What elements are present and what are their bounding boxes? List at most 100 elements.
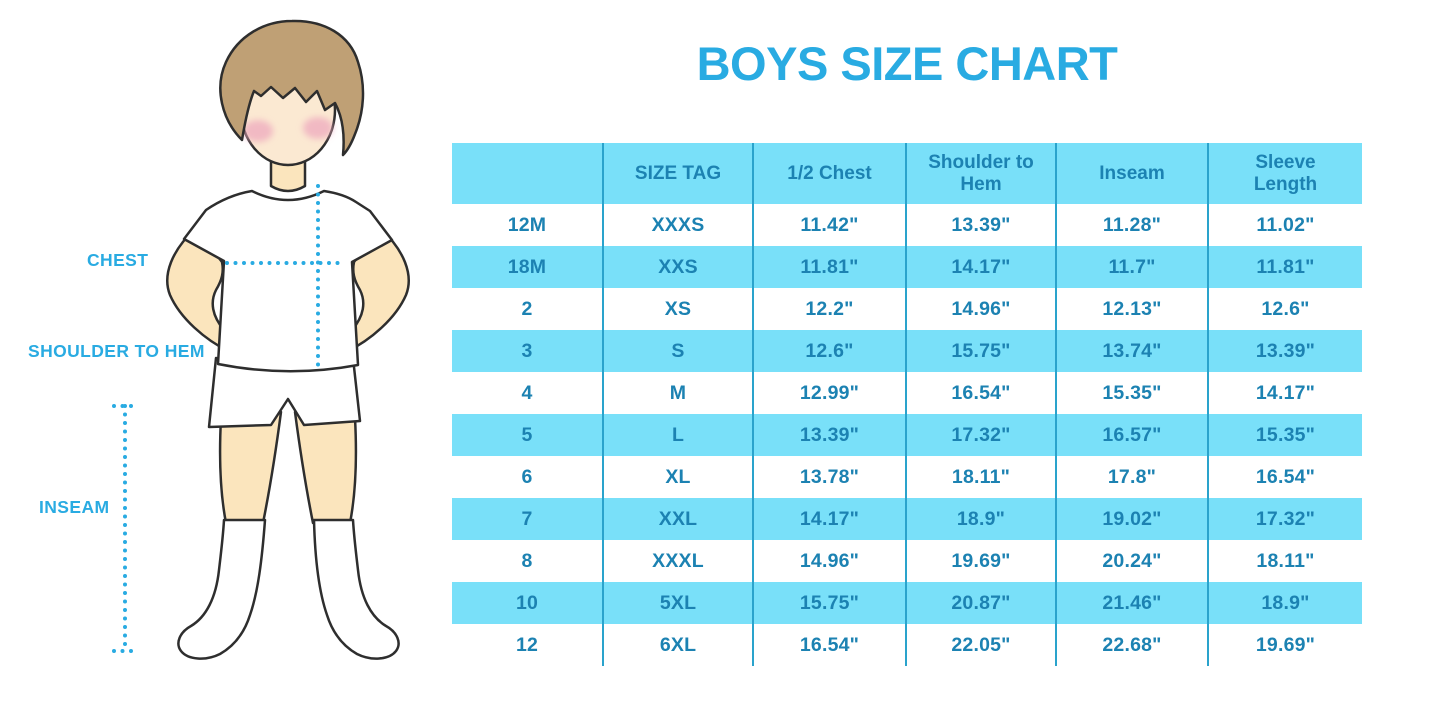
measurement-cell: 12.2" xyxy=(752,288,906,330)
measurement-cell: 13.74" xyxy=(1055,330,1208,372)
measurement-cell: 14.96" xyxy=(905,288,1056,330)
measurement-cell: 18.11" xyxy=(1207,540,1362,582)
measurement-cell: 14.17" xyxy=(1207,372,1362,414)
measurement-cell: 11.42" xyxy=(752,204,906,246)
table-row: 2 XS 12.2" 14.96" 12.13" 12.6" xyxy=(452,288,1362,330)
boy-right-cheek xyxy=(303,117,333,139)
measurement-cell: XL xyxy=(602,456,753,498)
boy-left-leg xyxy=(218,410,283,525)
measurement-cell: 11.7" xyxy=(1055,246,1208,288)
size-cell: 12 xyxy=(515,633,539,656)
table-row: 3 S 12.6" 15.75" 13.74" 13.39" xyxy=(452,330,1362,372)
measurement-cell: 18.11" xyxy=(905,456,1056,498)
column-header: 1/2 Chest xyxy=(752,143,906,204)
measurement-cell: 22.68" xyxy=(1055,624,1208,666)
measurement-cell: 13.39" xyxy=(1207,330,1362,372)
measurement-cell: 6XL xyxy=(602,624,753,666)
measurement-cell: 15.75" xyxy=(752,582,906,624)
column-header: SIZE TAG xyxy=(602,143,753,204)
measurement-cell: XXXL xyxy=(602,540,753,582)
measurement-cell: L xyxy=(602,414,753,456)
measurement-cell: XXXS xyxy=(602,204,753,246)
measurement-cell: 19.02" xyxy=(1055,498,1208,540)
measurement-cell: 12.6" xyxy=(1207,288,1362,330)
measurement-cell: 12.6" xyxy=(752,330,906,372)
measurement-cell: 17.8" xyxy=(1055,456,1208,498)
table-row: 7 XXL 14.17" 18.9" 19.02" 17.32" xyxy=(452,498,1362,540)
measurement-cell: 14.17" xyxy=(905,246,1056,288)
measurement-cell: 15.35" xyxy=(1207,414,1362,456)
boy-illustration xyxy=(112,19,410,660)
size-cell: 7 xyxy=(452,498,603,540)
size-cell: 3 xyxy=(452,330,603,372)
measurement-cell: 15.75" xyxy=(905,330,1056,372)
measurement-cell: 11.28" xyxy=(1055,204,1208,246)
table-row: 6 XL 13.78" 18.11" 17.8" 16.54" xyxy=(452,456,1362,498)
boy-right-leg xyxy=(293,410,358,525)
table-row: 4 M 12.99" 16.54" 15.35" 14.17" xyxy=(452,372,1362,414)
table-row: 10 5XL 15.75" 20.87" 21.46" 18.9" xyxy=(452,582,1362,624)
measurement-cell: 11.81" xyxy=(752,246,906,288)
measurement-cell: 11.81" xyxy=(1207,246,1362,288)
table-row: 18M XXS 11.81" 14.17" 11.7" 11.81" xyxy=(452,246,1362,288)
table-row: 5 L 13.39" 17.32" 16.57" 15.35" xyxy=(452,414,1362,456)
chest-label: CHEST xyxy=(87,250,149,270)
size-table: SIZE TAG 1/2 Chest Shoulder to Hem Inseam Sl… xyxy=(452,143,1362,666)
size-table-body: 12M XXXS 11.42" 13.39" 11.28" 11.02" 18M XXS 11.… xyxy=(452,204,1362,666)
measurement-cell: 5XL xyxy=(602,582,753,624)
page-title: BOYS SIZE CHART xyxy=(696,37,1118,90)
measurement-cell: XXL xyxy=(602,498,753,540)
measurement-cell: 12.13" xyxy=(1055,288,1208,330)
measurement-cell: 19.69" xyxy=(905,540,1056,582)
measurement-cell: 16.54" xyxy=(905,372,1056,414)
measurement-cell: S xyxy=(602,330,753,372)
inseam-label: INSEAM xyxy=(39,497,110,517)
column-header: Shoulder to Hem xyxy=(905,143,1056,204)
column-header: Sleeve Length xyxy=(1207,143,1362,204)
column-header xyxy=(452,143,603,204)
shoulder-to-hem-label: SHOULDER TO HEM xyxy=(28,341,205,361)
measurement-cell: 15.35" xyxy=(1055,372,1208,414)
table-row: 12M XXXS 11.42" 13.39" 11.28" 11.02" xyxy=(452,204,1362,246)
measurement-cell: 20.24" xyxy=(1055,540,1208,582)
measurement-cell: 20.87" xyxy=(905,582,1056,624)
measurement-cell: 19.69" xyxy=(1207,624,1362,666)
size-cell: 4 xyxy=(521,381,533,404)
header-row: SIZE TAG 1/2 Chest Shoulder to Hem Inseam Sl… xyxy=(452,143,1362,204)
table-row: 8 XXXL 14.96" 19.69" 20.24" 18.11" xyxy=(452,540,1362,582)
measurement-cell: 13.39" xyxy=(905,204,1056,246)
boy-left-sock xyxy=(177,518,267,660)
boy-left-cheek xyxy=(243,120,273,142)
measurement-cell: 16.57" xyxy=(1055,414,1208,456)
measurement-cell: 18.9" xyxy=(905,498,1056,540)
measurement-cell: 11.02" xyxy=(1207,204,1362,246)
measurement-cell: XXS xyxy=(602,246,753,288)
measurement-cell: 17.32" xyxy=(905,414,1056,456)
size-cell: 2 xyxy=(521,297,533,320)
boy-hair xyxy=(219,19,365,157)
size-cell: 18M xyxy=(452,246,603,288)
measurement-cell: 18.9" xyxy=(1207,582,1362,624)
measurement-cell: 16.54" xyxy=(752,624,906,666)
measurement-cell: 21.46" xyxy=(1055,582,1208,624)
measurement-cell: XS xyxy=(602,288,753,330)
measurement-cell: 22.05" xyxy=(905,624,1056,666)
size-cell: 5 xyxy=(452,414,603,456)
size-cell: 6 xyxy=(521,465,533,488)
size-cell: 10 xyxy=(452,582,603,624)
boy-right-sock xyxy=(312,518,400,660)
measurement-cell: 16.54" xyxy=(1207,456,1362,498)
measurement-cell: M xyxy=(602,372,753,414)
measurement-cell: 12.99" xyxy=(752,372,906,414)
measurement-cell: 13.78" xyxy=(752,456,906,498)
measurement-cell: 13.39" xyxy=(752,414,906,456)
measurement-cell: 14.17" xyxy=(752,498,906,540)
size-cell: 12M xyxy=(507,213,547,236)
size-cell: 8 xyxy=(521,549,533,572)
column-header: Inseam xyxy=(1055,143,1208,204)
measurement-cell: 17.32" xyxy=(1207,498,1362,540)
table-row: 12 6XL 16.54" 22.05" 22.68" 19.69" xyxy=(452,624,1362,666)
boy-tshirt xyxy=(182,189,394,373)
measurement-cell: 14.96" xyxy=(752,540,906,582)
